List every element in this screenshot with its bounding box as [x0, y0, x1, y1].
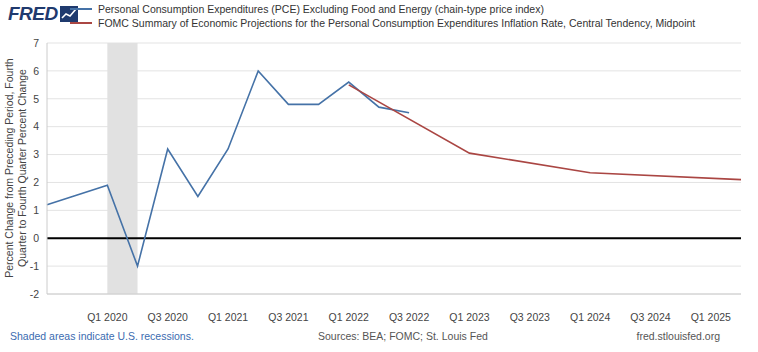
- svg-text:3: 3: [33, 148, 39, 160]
- html-text:FRED: FRED: [8, 3, 58, 24]
- svg-text:2: 2: [33, 176, 39, 188]
- svg-text:Q3 2023: Q3 2023: [510, 311, 550, 323]
- html-text:Sources: BEA; FOMC; St. Louis: Sources: BEA; FOMC; St. Louis Fed: [318, 330, 488, 342]
- svg-text:Q1 2025: Q1 2025: [691, 311, 731, 323]
- html-text:Percent Change from Preceding: Percent Change from Preceding Period, Fo…: [3, 58, 28, 278]
- svg-text:5: 5: [33, 93, 39, 105]
- svg-text:Q3 2024: Q3 2024: [630, 311, 670, 323]
- html-text:FOMC Summary of Economic Proje: FOMC Summary of Economic Projections for…: [98, 17, 696, 29]
- svg-text:6: 6: [33, 65, 39, 77]
- svg-text:Q1 2024: Q1 2024: [570, 311, 610, 323]
- svg-text:-1: -1: [30, 260, 39, 272]
- svg-text:-2: -2: [30, 288, 39, 300]
- html-text:Personal Consumption Expenditu: Personal Consumption Expenditures (PCE) …: [98, 3, 544, 15]
- html-text:Shaded areas indicate U.S. rec: Shaded areas indicate U.S. recessions.: [10, 330, 194, 342]
- svg-text:Q1 2023: Q1 2023: [449, 311, 489, 323]
- svg-text:1: 1: [33, 204, 39, 216]
- svg-text:4: 4: [33, 120, 39, 132]
- html-text:fred.stlouisfed.org: fred.stlouisfed.org: [636, 330, 720, 342]
- svg-text:Q3 2020: Q3 2020: [148, 311, 188, 323]
- svg-text:Q1 2021: Q1 2021: [208, 311, 248, 323]
- svg-text:7: 7: [33, 37, 39, 49]
- svg-text:Q1 2022: Q1 2022: [329, 311, 369, 323]
- svg-text:Q3 2021: Q3 2021: [268, 311, 308, 323]
- svg-text:0: 0: [33, 232, 39, 244]
- svg-text:Q1 2020: Q1 2020: [87, 311, 127, 323]
- svg-text:Q3 2022: Q3 2022: [389, 311, 429, 323]
